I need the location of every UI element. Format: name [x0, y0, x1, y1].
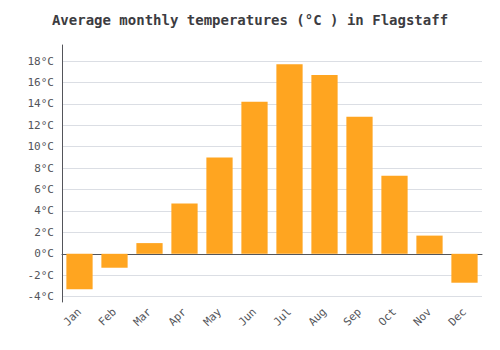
svg-text:Apr: Apr	[166, 305, 189, 328]
svg-text:Aug: Aug	[306, 305, 329, 328]
svg-text:18°C: 18°C	[28, 55, 55, 68]
svg-text:8°C: 8°C	[34, 162, 54, 175]
svg-text:Feb: Feb	[96, 305, 119, 328]
svg-text:4°C: 4°C	[34, 204, 54, 217]
svg-text:Mar: Mar	[131, 305, 154, 328]
svg-text:Dec: Dec	[446, 305, 469, 328]
svg-text:6°C: 6°C	[34, 183, 54, 196]
svg-text:2°C: 2°C	[34, 226, 54, 239]
svg-text:14°C: 14°C	[28, 97, 55, 110]
svg-text:Jul: Jul	[271, 305, 294, 328]
svg-text:Oct: Oct	[376, 305, 399, 328]
svg-text:10°C: 10°C	[28, 140, 55, 153]
svg-text:12°C: 12°C	[28, 119, 55, 132]
svg-text:-4°C: -4°C	[28, 290, 55, 303]
svg-text:Average monthly temperatures (: Average monthly temperatures (°C ) in Fl…	[52, 12, 448, 28]
svg-text:Jun: Jun	[236, 305, 259, 328]
svg-text:May: May	[201, 305, 224, 328]
svg-text:-2°C: -2°C	[28, 269, 55, 282]
svg-text:Nov: Nov	[411, 305, 434, 328]
svg-text:Jan: Jan	[61, 305, 84, 328]
svg-text:0°C: 0°C	[34, 247, 54, 260]
svg-text:Sep: Sep	[341, 305, 364, 328]
svg-text:16°C: 16°C	[28, 76, 55, 89]
